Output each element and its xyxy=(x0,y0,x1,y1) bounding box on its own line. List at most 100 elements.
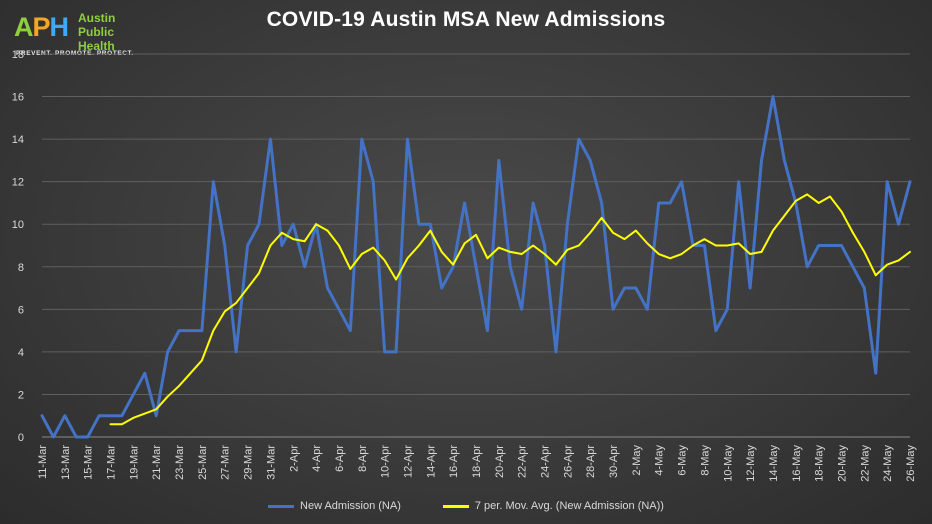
y-tick-label-4: 4 xyxy=(18,347,24,359)
data-point-new-admission-3-Apr xyxy=(303,265,306,268)
y-tick-label-8: 8 xyxy=(18,262,24,274)
data-point-moving-average-20-Apr xyxy=(498,246,500,249)
data-point-moving-average-27-Apr xyxy=(577,244,580,247)
data-point-moving-average-31-Mar xyxy=(269,244,272,247)
data-point-new-admission-12-Apr xyxy=(406,138,409,140)
data-point-moving-average-26-May xyxy=(909,251,911,253)
data-point-new-admission-14-Mar xyxy=(75,436,78,438)
data-point-new-admission-10-Apr xyxy=(383,351,386,353)
data-point-new-admission-27-Apr xyxy=(577,138,580,140)
data-point-moving-average-6-Apr xyxy=(338,244,340,247)
data-point-moving-average-25-May xyxy=(897,259,900,262)
data-point-moving-average-26-Apr xyxy=(566,248,569,251)
data-point-moving-average-1-Apr xyxy=(281,231,283,234)
data-point-new-admission-19-Mar xyxy=(132,393,135,396)
x-tick-label-29-Mar: 29-Mar xyxy=(243,445,255,480)
x-tick-label-25-Mar: 25-Mar xyxy=(197,445,209,480)
data-point-moving-average-29-Mar xyxy=(246,287,249,289)
x-tick-label-14-Apr: 14-Apr xyxy=(425,445,437,478)
data-point-new-admission-4-May xyxy=(657,202,660,204)
data-point-new-admission-11-Mar xyxy=(41,414,43,417)
data-point-new-admission-5-May xyxy=(669,202,671,204)
x-tick-label-2-May: 2-May xyxy=(631,445,643,476)
data-point-new-admission-28-Apr xyxy=(589,159,592,162)
data-point-new-admission-13-Mar xyxy=(64,414,66,417)
legend-swatch-blue xyxy=(268,504,295,508)
data-point-new-admission-17-May xyxy=(806,265,809,268)
y-tick-label-16: 16 xyxy=(12,92,24,104)
logo-line-3: Health xyxy=(78,39,115,53)
logo-line-1: Austin xyxy=(78,11,116,25)
data-point-moving-average-14-Apr xyxy=(429,229,432,232)
data-point-moving-average-27-Mar xyxy=(223,310,226,313)
data-point-new-admission-13-Apr xyxy=(418,223,420,226)
data-point-new-admission-30-Mar xyxy=(258,223,260,226)
chart-legend: New Admission (NA) 7 per. Mov. Avg. (New… xyxy=(0,500,932,512)
data-point-new-admission-23-May xyxy=(874,372,877,374)
y-tick-label-12: 12 xyxy=(12,177,24,189)
x-tick-label-22-Apr: 22-Apr xyxy=(517,445,529,478)
x-tick-label-18-Apr: 18-Apr xyxy=(471,445,483,478)
data-point-new-admission-16-Apr xyxy=(452,265,454,268)
data-point-new-admission-12-May xyxy=(749,287,751,289)
y-tick-label-18: 18 xyxy=(12,49,24,61)
data-point-new-admission-25-May xyxy=(897,223,900,226)
data-point-new-admission-21-Mar xyxy=(155,414,158,417)
data-point-new-admission-28-Mar xyxy=(235,351,237,353)
chart-title: COVID-19 Austin MSA New Admissions xyxy=(266,8,666,31)
data-point-new-admission-2-Apr xyxy=(292,223,295,226)
data-point-new-admission-5-Apr xyxy=(326,287,329,289)
data-point-moving-average-13-May xyxy=(760,251,763,253)
x-tick-label-10-May: 10-May xyxy=(722,445,734,482)
data-point-moving-average-16-May xyxy=(794,200,797,202)
data-point-new-admission-11-May xyxy=(737,180,740,183)
x-tick-label-10-Apr: 10-Apr xyxy=(380,445,392,478)
data-point-moving-average-16-Apr xyxy=(452,263,454,266)
x-tick-label-16-Apr: 16-Apr xyxy=(448,445,460,478)
x-tick-label-12-May: 12-May xyxy=(745,445,757,482)
data-point-new-admission-26-May xyxy=(909,180,911,183)
data-point-moving-average-30-Apr xyxy=(612,231,614,234)
x-tick-label-24-Apr: 24-Apr xyxy=(540,445,552,478)
x-tick-label-14-May: 14-May xyxy=(768,445,780,482)
x-tick-label-30-Apr: 30-Apr xyxy=(608,445,620,478)
data-point-moving-average-14-May xyxy=(772,229,774,232)
x-tick-label-21-Mar: 21-Mar xyxy=(151,445,163,480)
data-point-new-admission-7-Apr xyxy=(349,329,352,332)
data-point-moving-average-29-Apr xyxy=(600,217,603,219)
data-point-moving-average-24-Mar xyxy=(189,372,192,374)
data-point-moving-average-11-Apr xyxy=(395,278,397,281)
data-point-moving-average-9-Apr xyxy=(372,246,375,249)
data-point-moving-average-20-Mar xyxy=(143,412,146,415)
data-point-new-admission-9-Apr xyxy=(372,180,375,183)
x-tick-label-20-May: 20-May xyxy=(836,445,848,482)
data-point-new-admission-17-Apr xyxy=(463,202,466,204)
data-point-moving-average-5-Apr xyxy=(326,229,329,232)
data-point-new-admission-20-Apr xyxy=(498,159,500,162)
aph-logo-mark: APH xyxy=(14,12,69,42)
x-tick-label-4-May: 4-May xyxy=(654,445,666,476)
data-point-moving-average-17-Apr xyxy=(463,242,466,245)
data-point-moving-average-19-Apr xyxy=(486,257,489,260)
data-point-moving-average-17-Mar xyxy=(109,423,112,426)
data-point-new-admission-29-Apr xyxy=(600,202,603,204)
x-tick-label-8-May: 8-May xyxy=(699,445,711,476)
data-point-moving-average-12-May xyxy=(749,253,751,255)
x-tick-label-6-May: 6-May xyxy=(677,445,689,476)
y-tick-label-6: 6 xyxy=(18,304,24,316)
data-point-moving-average-23-Apr xyxy=(532,244,534,247)
data-point-moving-average-28-Mar xyxy=(235,302,237,304)
data-point-new-admission-19-Apr xyxy=(486,329,489,332)
data-point-moving-average-3-May xyxy=(646,242,649,245)
x-tick-label-18-May: 18-May xyxy=(814,445,826,482)
data-point-moving-average-25-Mar xyxy=(201,359,203,362)
x-tick-label-17-Mar: 17-Mar xyxy=(106,445,118,480)
data-point-moving-average-3-Apr xyxy=(303,240,306,243)
data-point-moving-average-21-Mar xyxy=(155,408,158,411)
legend-item-new-admission: New Admission (NA) xyxy=(268,500,401,512)
data-point-new-admission-22-Mar xyxy=(166,351,169,353)
x-tick-label-31-Mar: 31-Mar xyxy=(265,445,277,480)
data-point-new-admission-21-May xyxy=(852,265,854,268)
data-point-new-admission-18-Apr xyxy=(475,265,477,268)
